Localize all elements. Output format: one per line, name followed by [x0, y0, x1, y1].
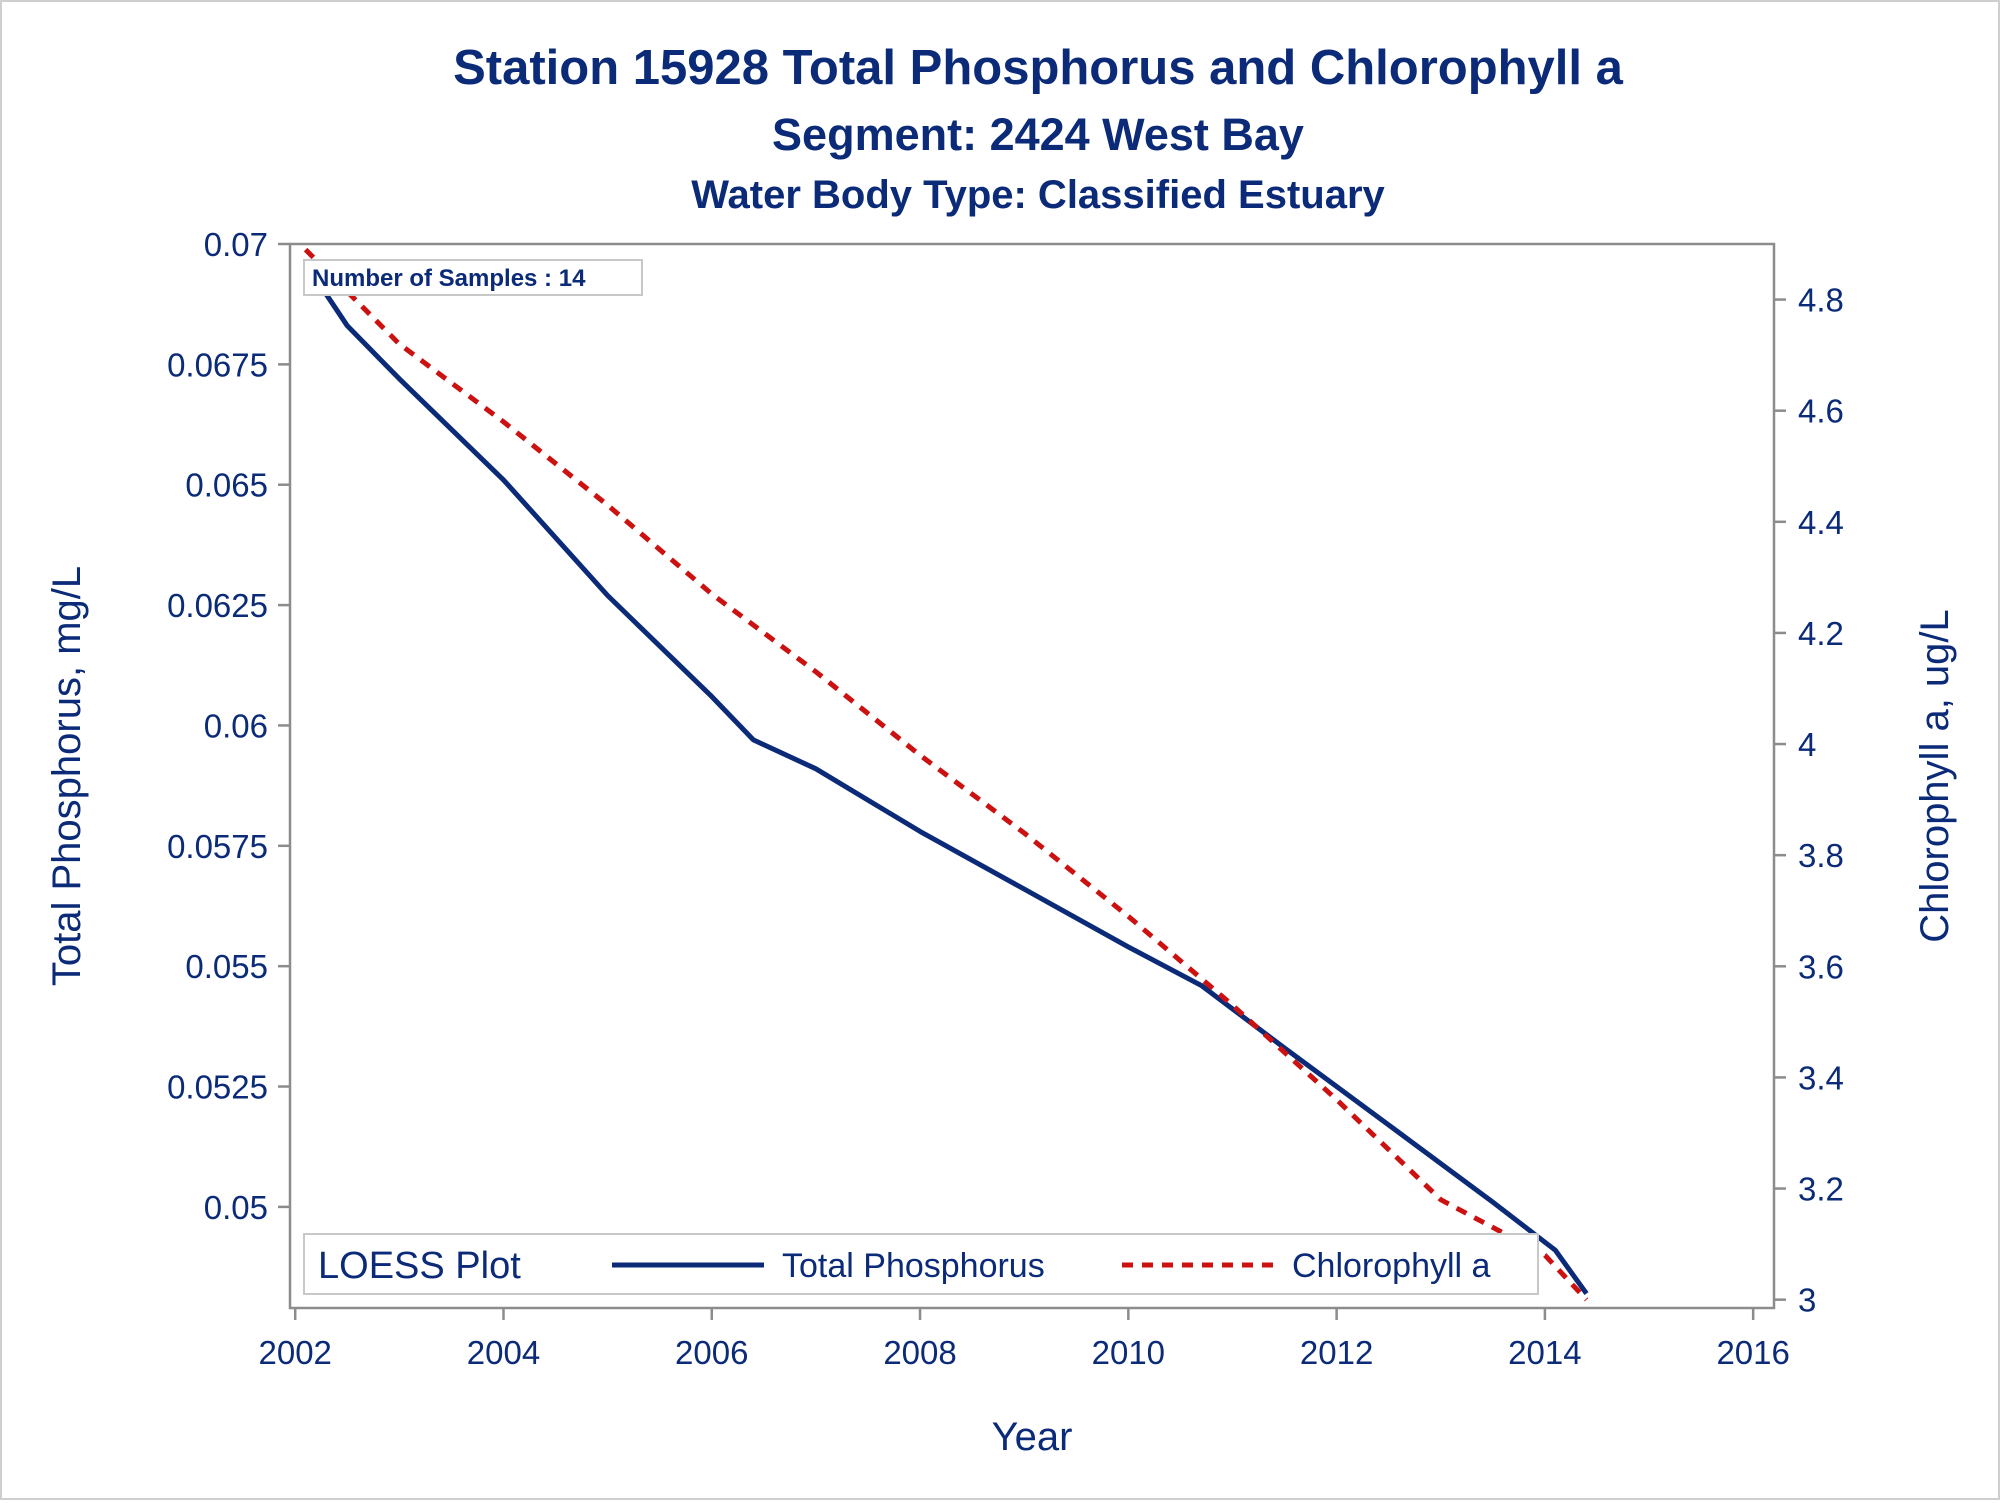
- y-left-tick-label: 0.055: [185, 948, 268, 985]
- x-tick-label: 2014: [1508, 1334, 1581, 1371]
- y-right-tick-label: 4.6: [1798, 393, 1844, 430]
- legend-frame: [303, 1233, 1539, 1295]
- legend: LOESS Plot Total Phosphorus Chlorophyll …: [303, 1233, 1539, 1295]
- y-axis-left-label: Total Phosphorus, mg/L: [45, 566, 89, 986]
- series-layer: [303, 247, 1589, 1302]
- y-right-tick-label: 3.2: [1798, 1171, 1844, 1208]
- chart-title: Station 15928 Total Phosphorus and Chlor…: [453, 41, 1624, 95]
- y-right-tick-label: 3.6: [1798, 948, 1844, 985]
- y-right-tick-label: 4: [1798, 726, 1816, 763]
- y-left-tick-label: 0.065: [185, 467, 268, 504]
- y-right-tick-label: 3.8: [1798, 837, 1844, 874]
- y-left-tick-label: 0.0625: [167, 587, 268, 624]
- sample-count-box: Number of Samples : 14: [303, 259, 643, 296]
- x-axis-label: Year: [992, 1415, 1073, 1459]
- sample-count-frame: [303, 259, 643, 296]
- series-line-chlorophyll-a: [303, 247, 1589, 1302]
- y-right-tick-label: 4.8: [1798, 282, 1844, 319]
- legend-title: LOESS Plot: [318, 1245, 521, 1287]
- plot-area: [288, 242, 1776, 1310]
- y-right-tick-label: 3.4: [1798, 1059, 1844, 1096]
- chart-subtitle-2: Water Body Type: Classified Estuary: [691, 173, 1385, 217]
- x-tick-label: 2010: [1092, 1334, 1165, 1371]
- y-left-tick-label: 0.0525: [167, 1069, 268, 1106]
- y-left-tick-label: 0.07: [204, 226, 268, 263]
- y-axis-right-label: Chlorophyll a, ug/L: [1913, 609, 1957, 943]
- y-axis-left: 0.05 0.0525 0.055 0.0575 0.06 0.0625 0.065 0.06…: [167, 226, 290, 1226]
- sample-count-label: Number of Samples : 14: [312, 265, 586, 292]
- x-tick-label: 2008: [883, 1334, 956, 1371]
- legend-item-total-phosphorus: Total Phosphorus: [782, 1247, 1045, 1285]
- y-axis-right: 3 3.2 3.4 3.6 3.8 4 4.2 4.4 4.6 4.8: [1774, 282, 1844, 1319]
- x-axis: 2002 2004 2006 2008 2010 2012 2014 2016: [258, 1308, 1790, 1371]
- y-right-tick-label: 4.4: [1798, 504, 1844, 541]
- x-tick-label: 2006: [675, 1334, 748, 1371]
- x-tick-label: 2002: [258, 1334, 331, 1371]
- x-tick-label: 2016: [1716, 1334, 1789, 1371]
- x-tick-label: 2012: [1300, 1334, 1373, 1371]
- y-left-tick-label: 0.06: [204, 707, 268, 744]
- chart-subtitle: Segment: 2424 West Bay: [772, 109, 1304, 160]
- legend-item-chlorophyll-a: Chlorophyll a: [1292, 1247, 1491, 1285]
- y-left-tick-label: 0.0575: [167, 828, 268, 865]
- x-tick-label: 2004: [467, 1334, 540, 1371]
- y-right-tick-label: 4.2: [1798, 615, 1844, 652]
- series-line-total-phosphorus: [303, 261, 1589, 1296]
- y-right-tick-label: 3: [1798, 1282, 1816, 1319]
- y-left-tick-label: 0.0675: [167, 346, 268, 383]
- y-left-tick-label: 0.05: [204, 1189, 268, 1226]
